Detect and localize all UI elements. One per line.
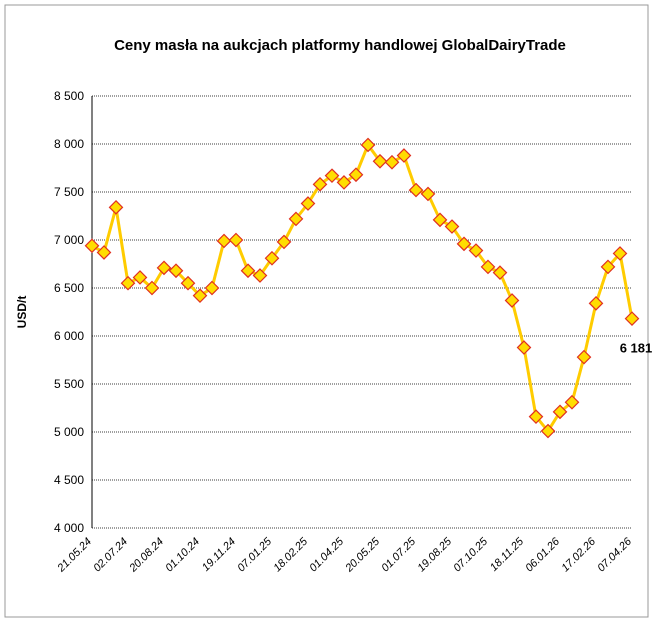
data-point [324, 168, 340, 184]
data-point [264, 250, 280, 266]
y-tick-label: 7 000 [54, 233, 84, 247]
data-point [504, 293, 520, 308]
data-point [600, 259, 616, 275]
data-point [456, 236, 472, 252]
data-point [516, 340, 532, 355]
series-line [91, 141, 634, 434]
data-point [168, 263, 184, 279]
y-tick-label: 5 500 [54, 377, 84, 391]
y-tick-label: 6 500 [54, 281, 84, 295]
data-label: 6 181 [620, 341, 653, 356]
data-point [468, 243, 484, 258]
data-point [300, 196, 316, 211]
data-point [576, 349, 592, 365]
data-point [120, 275, 136, 291]
data-point [336, 175, 352, 190]
data-point [492, 265, 508, 280]
data-point [408, 182, 424, 198]
data-point [192, 288, 208, 304]
data-point [144, 280, 160, 296]
data-point [372, 153, 388, 169]
y-tick-label: 6 000 [54, 329, 84, 343]
data-point [252, 268, 268, 283]
chart-frame [4, 4, 649, 618]
data-point [420, 186, 436, 202]
data-point [552, 404, 568, 420]
data-point [156, 260, 172, 276]
data-point [204, 280, 220, 296]
data-point [240, 263, 256, 279]
y-axis-label: USD/t [15, 296, 29, 329]
data-point [348, 167, 364, 183]
data-point [564, 394, 580, 410]
y-tick-label: 4 000 [54, 521, 84, 535]
y-tick-label: 5 000 [54, 425, 84, 439]
data-point [216, 233, 232, 249]
data-point [108, 200, 124, 215]
data-point [624, 311, 640, 326]
data-point [228, 232, 244, 248]
data-point [360, 137, 376, 153]
data-point [96, 245, 112, 260]
data-point [132, 270, 148, 285]
data-point [276, 234, 292, 250]
y-tick-label: 4 500 [54, 473, 84, 487]
data-point [288, 211, 304, 227]
data-point [432, 212, 448, 228]
y-tick-label: 8 500 [54, 89, 84, 103]
y-tick-label: 7 500 [54, 185, 84, 199]
data-point [612, 246, 628, 261]
data-point [396, 148, 412, 163]
data-point [84, 238, 100, 254]
data-point [480, 259, 496, 275]
data-point [384, 154, 400, 170]
data-point [540, 423, 556, 439]
data-point [444, 219, 460, 234]
data-point [180, 275, 196, 291]
data-point [588, 296, 604, 311]
data-point [528, 409, 544, 424]
chart-title: Ceny masła na aukcjach platformy handlow… [114, 37, 566, 54]
y-tick-label: 8 000 [54, 137, 84, 151]
data-point [312, 176, 328, 192]
